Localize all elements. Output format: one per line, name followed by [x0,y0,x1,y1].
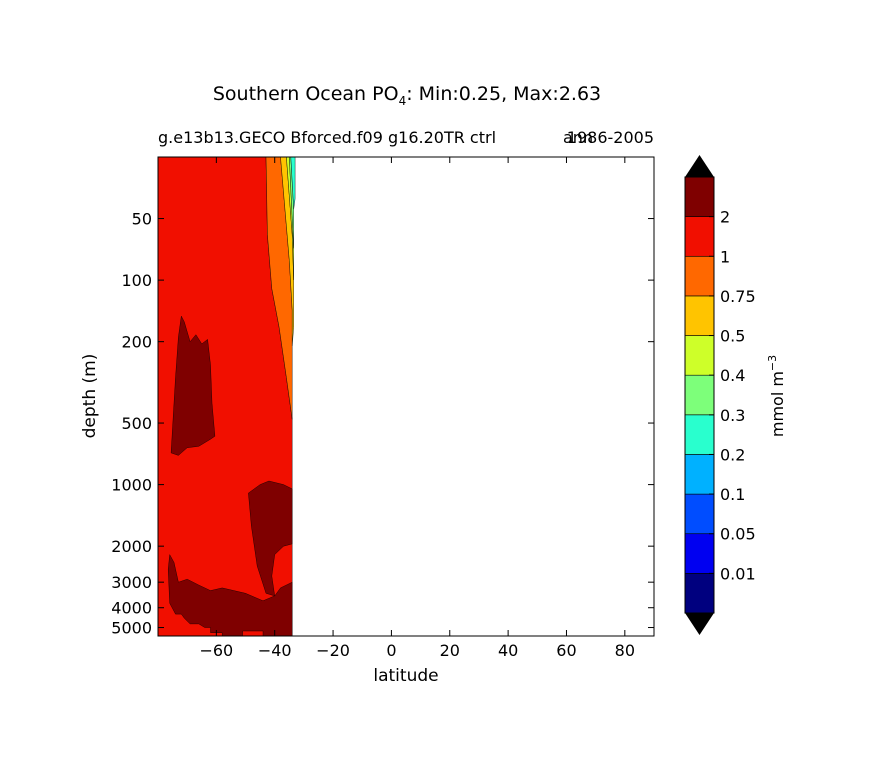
colorbar-swatch [684,374,715,416]
colorbar-swatch [684,335,715,376]
y-tick-label: 500 [121,414,152,433]
plot-frame [157,156,655,637]
plot-area: −60 −40 −20 0 20 40 60 80 50 100 200 500 1000 2000 30… [111,156,655,660]
colorbar-tick-label: 0.05 [720,525,756,544]
x-tick-label: −40 [258,641,292,660]
x-tick-label: 0 [386,641,396,660]
y-tick-label: 200 [121,333,152,352]
contour-region-8 [167,553,293,636]
chart-subtitle-right: 1986-2005 [567,128,654,147]
colorbar-tick-label: 0.75 [720,287,756,306]
x-axis-ticks: −60 −40 −20 0 20 40 60 80 [199,157,635,660]
colorbar-swatch [684,295,715,336]
colorbar-tick-label: 1 [720,247,730,266]
colorbar-extend-min [685,613,714,635]
x-tick-label: −20 [316,641,350,660]
contour-regions [158,157,296,636]
colorbar-tick-label: 0.2 [720,445,745,464]
y-tick-label: 2000 [111,537,152,556]
colorbar-tick-label: 0.4 [720,366,745,385]
colorbar-tick-label: 0.3 [720,406,745,425]
colorbar-swatch [684,176,715,217]
x-tick-label: 60 [556,641,576,660]
contour-region-4 [289,157,294,249]
colorbar-swatch [684,533,715,574]
contour-region-6 [170,315,216,456]
colorbar-tick-label: 0.5 [720,327,745,346]
x-tick-label: 40 [498,641,518,660]
colorbar-swatch [684,255,715,297]
x-tick-label: 20 [440,641,460,660]
colorbar-tick-label: 2 [720,208,730,227]
x-axis-label: latitude [373,666,438,686]
colorbar-swatch [684,573,715,614]
y-tick-label: 1000 [111,476,152,495]
colorbar-swatch [684,454,715,495]
chart-subtitle-overlap: ann [563,128,593,147]
colorbar-tick-label: 0.01 [720,564,756,583]
x-tick-label: −60 [199,641,233,660]
y-tick-label: 5000 [111,619,152,638]
y-tick-label: 3000 [111,573,152,592]
y-tick-label: 4000 [111,599,152,618]
colorbar-frame [684,176,715,614]
y-axis-label: depth (m) [80,354,100,439]
y-tick-label: 50 [132,210,152,229]
colorbar-extend-max [685,155,714,177]
chart-title: Southern Ocean PO4: Min:0.25, Max:2.63 [213,83,601,108]
colorbar-swatch [684,493,715,535]
x-tick-label: 80 [615,641,635,660]
colorbar-tick-label: 0.1 [720,485,745,504]
chart-subtitle-left: g.e13b13.GECO Bforced.f09 g16.20TR ctrl [158,128,496,147]
colorbar: 0.01 0.05 0.1 0.2 0.3 0.4 0.5 0.75 1 2 [684,155,756,635]
colorbar-swatch [684,414,715,455]
y-tick-label: 100 [121,271,152,290]
contour-region-5 [290,157,296,210]
colorbar-label: mmol m−3 [766,355,787,437]
colorbar-swatch [684,216,715,257]
contour-region-7 [248,480,293,597]
